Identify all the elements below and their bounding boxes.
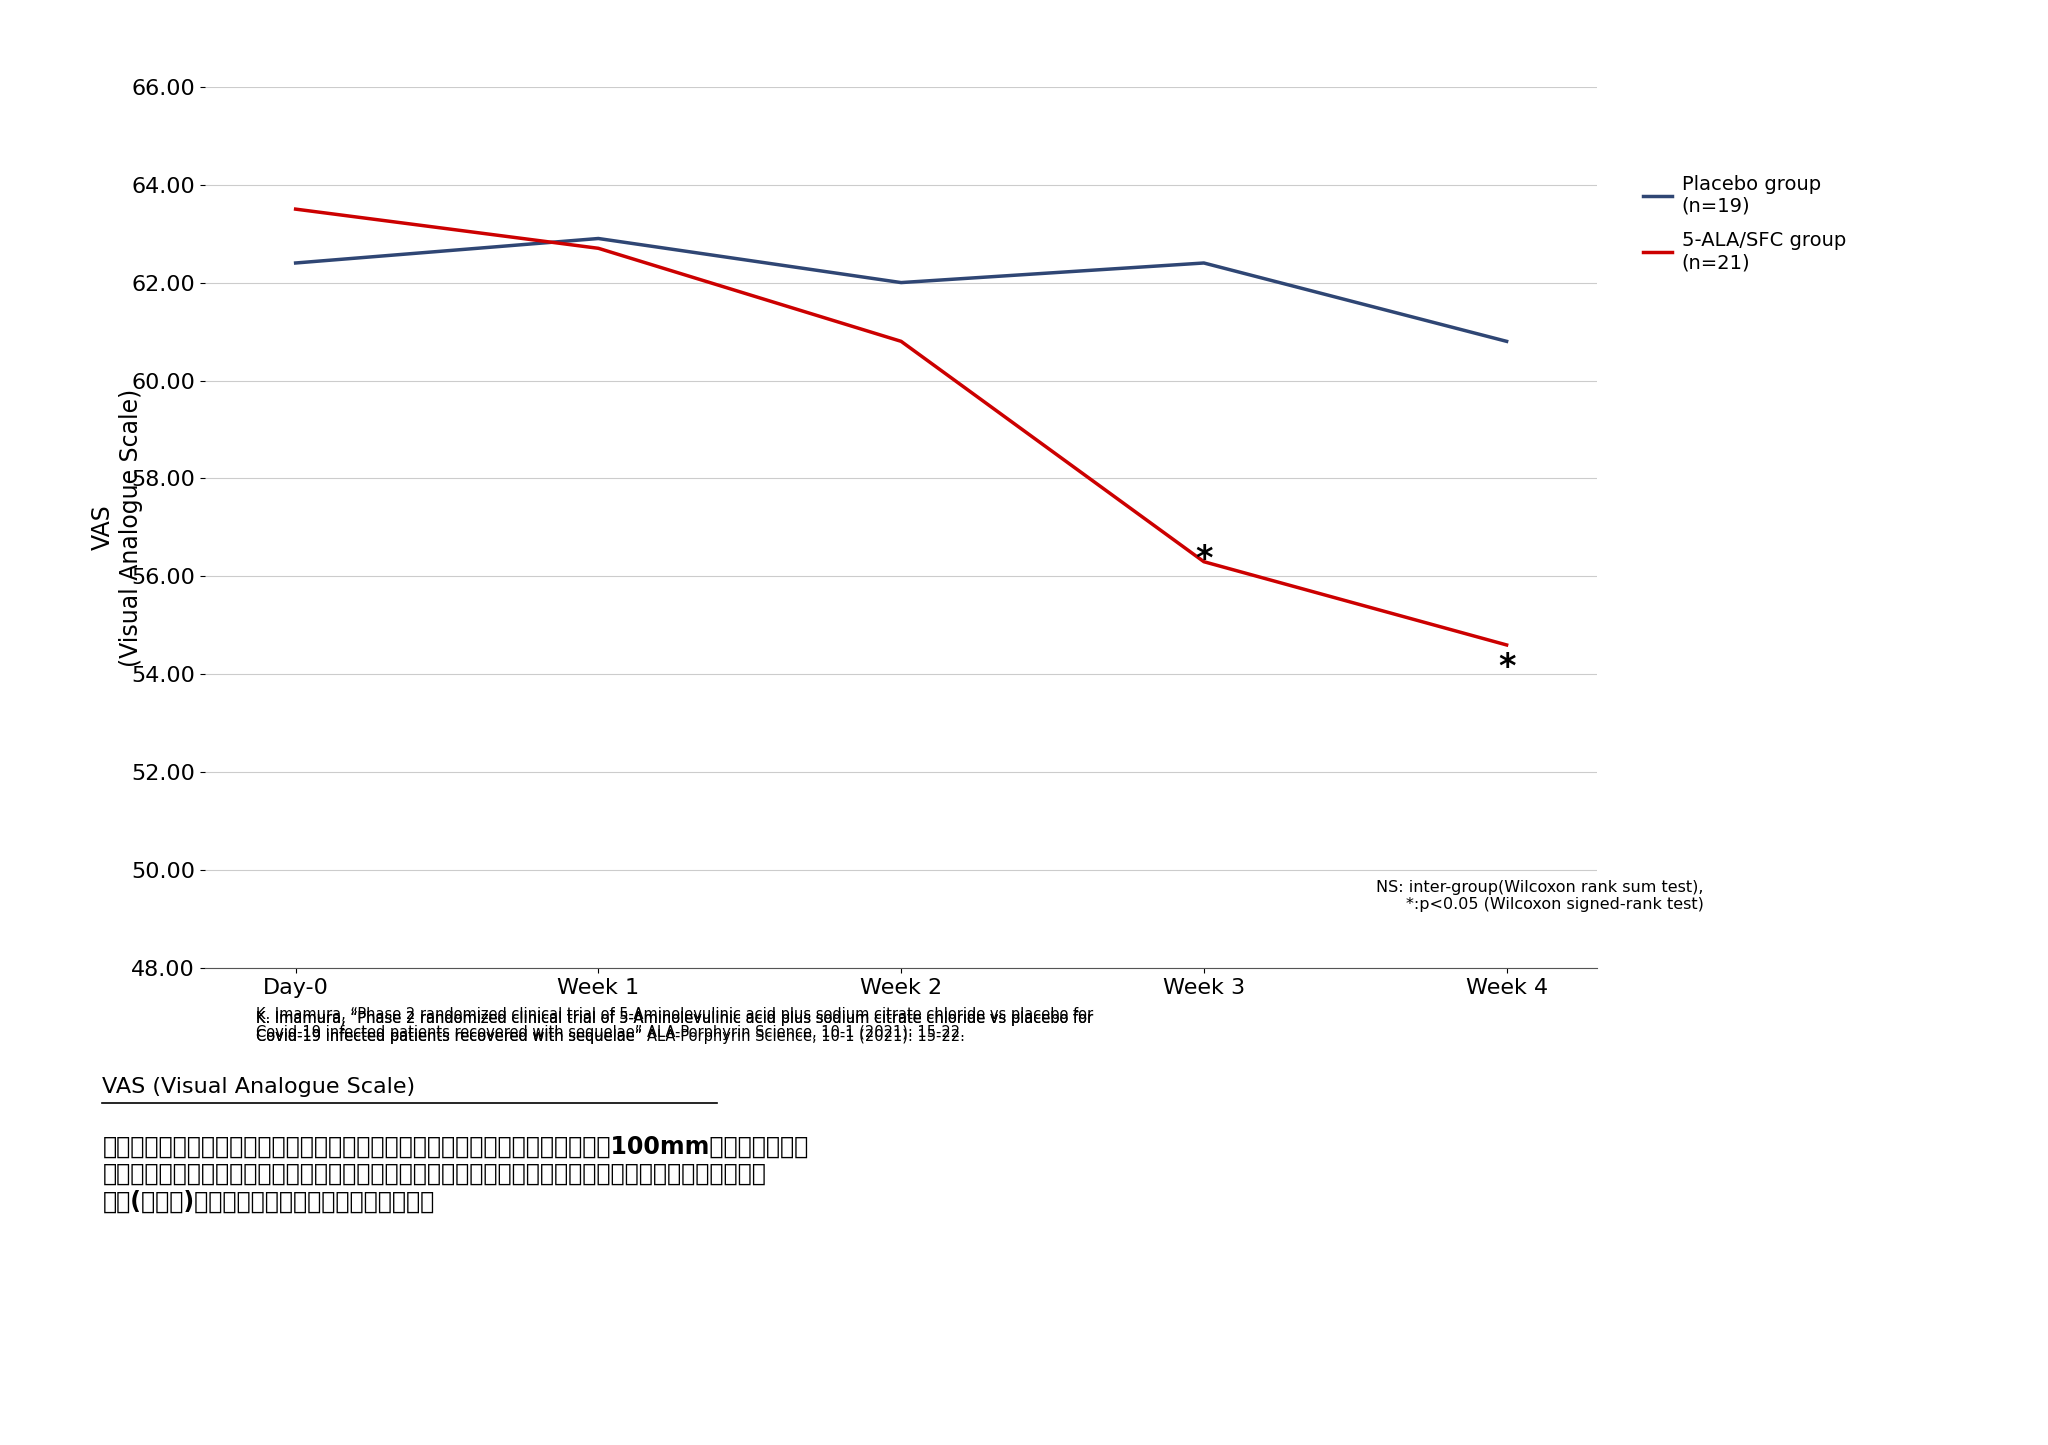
Y-axis label: VAS
(Visual Analogue Scale): VAS (Visual Analogue Scale) (92, 389, 143, 666)
Text: *: * (1497, 652, 1516, 683)
Legend: Placebo group
(n=19), 5-ALA/SFC group
(n=21): Placebo group (n=19), 5-ALA/SFC group (n… (1634, 168, 1853, 280)
Text: NS: inter-group(Wilcoxon rank sum test),
*:p<0.05 (Wilcoxon signed-rank test): NS: inter-group(Wilcoxon rank sum test),… (1376, 880, 1704, 912)
Text: VAS (Visual Analogue Scale): VAS (Visual Analogue Scale) (102, 1077, 416, 1097)
Text: K. Imamura, “Phase 2 randomized clinical trial of 5-Aminolevulinic acid plus sod: K. Imamura, “Phase 2 randomized clinical… (256, 1007, 1094, 1039)
Text: K. Imamura, “Phase 2 randomized clinical trial of 5-Aminolevulinic acid plus sod: K. Imamura, “Phase 2 randomized clinical… (256, 1011, 1094, 1043)
Text: 視覚的アナログスケール，視覚的評価尺度。痛みの強度を評価する手法の１つ。100mmの直線を引き、
最も左を疲労感ゼロ、最も右を最大の疲労感とした場合に、疲労感が: 視覚的アナログスケール，視覚的評価尺度。痛みの強度を評価する手法の１つ。100m… (102, 1134, 809, 1214)
Text: K. Imamura, “Phase 2 randomized clinical trial of 5-Aminolevulinic acid plus sod: K. Imamura, “Phase 2 randomized clinical… (256, 1011, 1094, 1043)
Text: *: * (1196, 543, 1212, 577)
